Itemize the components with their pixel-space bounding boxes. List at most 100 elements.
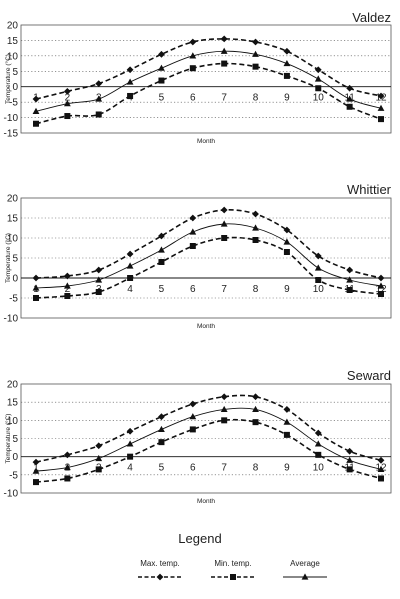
data-point [32, 458, 40, 466]
data-point [95, 289, 102, 295]
data-point [377, 92, 385, 100]
chart-title: Seward [347, 368, 391, 383]
data-point [346, 466, 353, 473]
data-point [33, 120, 39, 127]
data-point [252, 224, 259, 231]
data-point [63, 272, 71, 280]
data-point [95, 466, 102, 473]
data-point [314, 440, 322, 447]
data-point [126, 78, 134, 85]
x-axis-label: Month [197, 138, 215, 145]
series-line [35, 394, 382, 463]
x-tick-label: 7 [221, 284, 227, 295]
data-point [158, 64, 165, 71]
data-point [283, 59, 291, 67]
data-point [378, 116, 384, 123]
x-tick-label: 7 [221, 93, 227, 104]
y-tick-label: 5 [12, 67, 18, 78]
data-point [189, 400, 197, 408]
data-point [314, 75, 322, 82]
data-point [221, 60, 228, 67]
y-tick-label: 10 [7, 234, 19, 245]
data-point [252, 38, 259, 46]
data-point [63, 100, 71, 107]
data-point [252, 50, 259, 57]
data-point [314, 264, 322, 271]
data-point [378, 475, 384, 482]
chart-panel: 20151050-5-10123456789101112SewardMonthT… [4, 368, 392, 505]
x-tick-label: 6 [190, 93, 196, 104]
data-point [95, 276, 103, 283]
y-tick-label: 10 [7, 51, 19, 62]
data-point [221, 417, 228, 424]
x-tick-label: 7 [221, 463, 227, 474]
data-point [127, 92, 134, 99]
data-point [252, 393, 259, 401]
data-point [220, 393, 228, 401]
data-point [315, 277, 322, 283]
data-point [189, 413, 197, 420]
data-point [315, 451, 322, 458]
data-point [378, 291, 384, 297]
x-tick-label: 9 [284, 93, 290, 104]
data-point [346, 287, 353, 293]
x-tick-label: 4 [127, 284, 133, 295]
y-tick-label: -5 [9, 470, 18, 481]
data-point [220, 35, 228, 43]
chart-title: Whittier [347, 182, 392, 197]
data-point [377, 465, 385, 472]
data-point [32, 274, 40, 282]
data-point [127, 275, 134, 281]
data-point [126, 250, 134, 258]
x-tick-label: 12 [375, 284, 387, 295]
data-point [315, 85, 322, 92]
data-point [283, 431, 290, 438]
y-tick-label: 0 [12, 82, 18, 93]
x-tick-label: 2 [65, 93, 71, 104]
x-tick-label: 8 [253, 463, 259, 474]
data-point [377, 104, 385, 111]
data-point [220, 405, 228, 413]
data-point [32, 284, 40, 291]
y-tick-label: -15 [4, 129, 19, 140]
y-axis-label: Temperature (°C) [4, 414, 12, 464]
chart-panel: 20151050-5-10-15123456789101112ValdezMon… [4, 10, 392, 145]
data-point [63, 451, 71, 459]
y-tick-label: 15 [7, 398, 19, 409]
y-tick-label: -5 [9, 294, 18, 305]
chart-panel: 20151050-5-10123456789101112WhittierMont… [4, 182, 392, 330]
data-point [314, 252, 322, 260]
data-point [64, 475, 71, 482]
series-line [35, 209, 382, 279]
x-tick-label: 9 [284, 463, 290, 474]
data-point [158, 413, 165, 421]
y-tick-label: 20 [7, 194, 19, 205]
data-point [189, 243, 196, 249]
data-point [283, 226, 291, 234]
legend-marker [301, 573, 309, 580]
x-tick-label: 5 [159, 463, 165, 474]
data-point [95, 111, 102, 118]
data-point [377, 274, 385, 282]
data-point [189, 38, 197, 46]
data-point [126, 427, 134, 435]
x-tick-label: 10 [313, 284, 325, 295]
y-tick-label: -10 [4, 113, 19, 124]
data-point [221, 235, 228, 241]
data-point [189, 52, 197, 59]
y-tick-label: 15 [7, 214, 19, 225]
y-tick-label: 5 [12, 254, 18, 265]
x-tick-label: 6 [190, 463, 196, 474]
data-point [158, 246, 165, 253]
y-tick-label: 5 [12, 434, 18, 445]
data-point [32, 107, 40, 114]
data-point [158, 50, 165, 58]
legend-label: Max. temp. [140, 559, 180, 568]
data-point [158, 232, 165, 240]
data-point [346, 95, 354, 102]
y-tick-label: 20 [7, 21, 19, 32]
x-tick-label: 4 [127, 463, 133, 474]
data-point [377, 282, 385, 289]
data-point [127, 453, 134, 460]
